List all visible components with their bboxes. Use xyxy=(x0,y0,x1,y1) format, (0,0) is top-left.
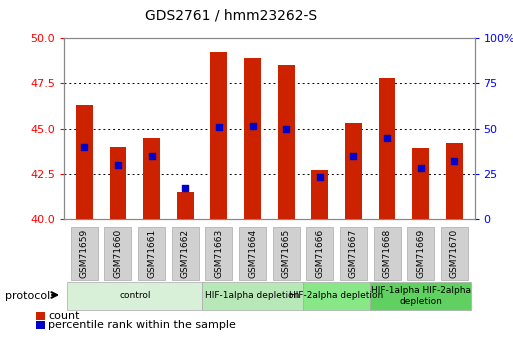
Point xyxy=(248,123,256,129)
Point xyxy=(450,158,459,164)
Text: HIF-2alpha depletion: HIF-2alpha depletion xyxy=(289,291,384,300)
FancyBboxPatch shape xyxy=(71,227,98,280)
FancyBboxPatch shape xyxy=(441,227,468,280)
FancyBboxPatch shape xyxy=(105,227,131,280)
FancyBboxPatch shape xyxy=(303,282,370,310)
Bar xyxy=(311,170,328,219)
FancyBboxPatch shape xyxy=(138,227,165,280)
Text: HIF-1alpha HIF-2alpha
depletion: HIF-1alpha HIF-2alpha depletion xyxy=(371,286,471,306)
FancyBboxPatch shape xyxy=(373,227,401,280)
Text: GSM71659: GSM71659 xyxy=(80,229,89,278)
Bar xyxy=(412,148,429,219)
Text: count: count xyxy=(48,311,80,321)
Point xyxy=(349,153,358,158)
Point xyxy=(282,126,290,131)
Bar xyxy=(446,143,463,219)
Point xyxy=(215,124,223,129)
Bar xyxy=(210,52,227,219)
Text: GSM71660: GSM71660 xyxy=(113,229,123,278)
Point xyxy=(383,135,391,140)
Point xyxy=(80,144,88,149)
Bar xyxy=(379,78,396,219)
Text: GSM71662: GSM71662 xyxy=(181,229,190,278)
Text: HIF-1alpha depletion: HIF-1alpha depletion xyxy=(205,291,300,300)
FancyBboxPatch shape xyxy=(273,227,300,280)
Text: GSM71667: GSM71667 xyxy=(349,229,358,278)
Bar xyxy=(76,105,93,219)
Text: control: control xyxy=(119,291,150,300)
FancyBboxPatch shape xyxy=(407,227,434,280)
Text: GSM71666: GSM71666 xyxy=(315,229,324,278)
Text: GSM71668: GSM71668 xyxy=(383,229,391,278)
Bar xyxy=(244,58,261,219)
Point xyxy=(181,186,189,191)
FancyBboxPatch shape xyxy=(306,227,333,280)
FancyBboxPatch shape xyxy=(370,282,471,310)
Point xyxy=(315,175,324,180)
Text: percentile rank within the sample: percentile rank within the sample xyxy=(48,320,236,330)
Bar xyxy=(345,123,362,219)
FancyBboxPatch shape xyxy=(340,227,367,280)
Bar xyxy=(278,65,294,219)
Bar xyxy=(110,147,126,219)
Bar xyxy=(177,192,193,219)
FancyBboxPatch shape xyxy=(68,282,202,310)
Text: GSM71663: GSM71663 xyxy=(214,229,223,278)
FancyBboxPatch shape xyxy=(239,227,266,280)
Point xyxy=(114,162,122,168)
FancyBboxPatch shape xyxy=(202,282,303,310)
Point xyxy=(147,153,155,158)
Text: GSM71670: GSM71670 xyxy=(450,229,459,278)
Text: GSM71664: GSM71664 xyxy=(248,229,257,278)
FancyBboxPatch shape xyxy=(205,227,232,280)
Text: GSM71665: GSM71665 xyxy=(282,229,291,278)
Text: GSM71661: GSM71661 xyxy=(147,229,156,278)
Text: GSM71669: GSM71669 xyxy=(416,229,425,278)
Text: GDS2761 / hmm23262-S: GDS2761 / hmm23262-S xyxy=(145,9,317,23)
Point xyxy=(417,166,425,171)
Text: protocol: protocol xyxy=(5,291,50,301)
Bar xyxy=(143,138,160,219)
FancyBboxPatch shape xyxy=(172,227,199,280)
